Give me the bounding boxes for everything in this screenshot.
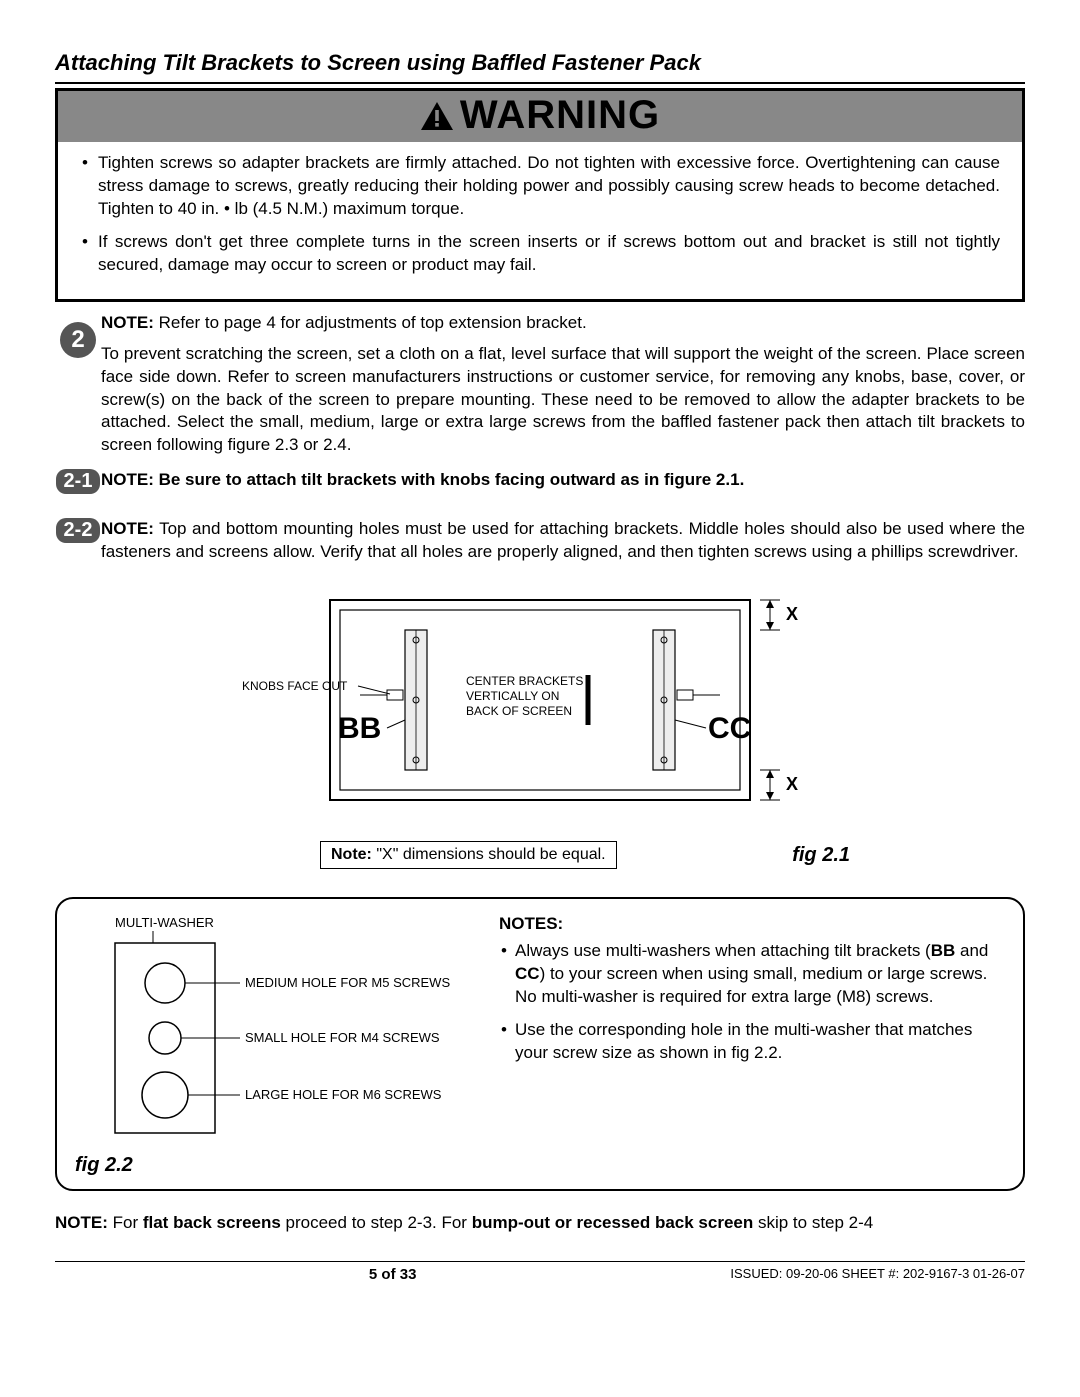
warning-label: WARNING [460,93,660,137]
note-label: NOTE: [101,519,154,538]
warning-item: If screws don't get three complete turns… [80,231,1000,277]
knobs-label: KNOBS FACE OUT [242,679,348,693]
step-2-2: 2-2 NOTE: Top and bottom mounting holes … [55,518,1025,572]
step-body: To prevent scratching the screen, set a … [101,343,1025,458]
t: and [955,941,988,960]
badge-lozenge: 2-2 [56,518,101,543]
note-label: NOTE: [101,313,154,332]
section-title: Attaching Tilt Brackets to Screen using … [55,50,1025,84]
step-badge: 2 [55,312,101,466]
step-2: 2 NOTE: Refer to page 4 for adjustments … [55,312,1025,466]
warning-body: Tighten screws so adapter brackets are f… [58,142,1022,299]
figure-2-1: KNOBS FACE OUT CENTER BRACKETS VERTICALL… [190,590,890,869]
svg-text:X: X [786,604,798,624]
fig21-note-box: Note: "X" dimensions should be equal. [320,841,617,869]
svg-text:LARGE HOLE FOR M6 SCREWS: LARGE HOLE FOR M6 SCREWS [245,1087,442,1102]
t: skip to step 2-4 [753,1213,873,1232]
fig-2-1-caption: fig 2.1 [792,844,850,867]
warning-box: WARNING Tighten screws so adapter bracke… [55,88,1025,302]
svg-text:BB: BB [338,712,381,745]
page-footer: 5 of 33 ISSUED: 09-20-06 SHEET #: 202-91… [55,1261,1025,1283]
fig22-right: NOTES: Always use multi-washers when att… [499,913,1005,1177]
step-2-2-text: Top and bottom mounting holes must be us… [101,519,1025,561]
note-text: Refer to page 4 for adjustments of top e… [154,313,587,332]
svg-text:MEDIUM HOLE FOR M5 SCREWS: MEDIUM HOLE FOR M5 SCREWS [245,975,450,990]
step-text: NOTE: Top and bottom mounting holes must… [101,518,1025,572]
fig-2-2-caption: fig 2.2 [75,1154,475,1177]
step-badge: 2-1 [55,469,101,500]
figure-2-2-panel: MULTI-WASHER MEDIUM HOLE FOR M5 SCREWS S… [55,897,1025,1191]
t: flat back screens [143,1213,281,1232]
svg-text:CENTER BRACKETS: CENTER BRACKETS [466,674,583,688]
t: NOTE: [55,1213,108,1232]
t: For [108,1213,143,1232]
step-2-1: 2-1 NOTE: Be sure to attach tilt bracket… [55,469,1025,500]
t: BB [931,941,956,960]
step-text: NOTE: Refer to page 4 for adjustments of… [101,312,1025,466]
step-text: NOTE: Be sure to attach tilt brackets wi… [101,469,1025,500]
fig22-notes-label: NOTES: [499,913,1005,936]
t: CC [515,964,540,983]
warning-item: Tighten screws so adapter brackets are f… [80,152,1000,221]
fig21-note-text: "X" dimensions should be equal. [372,846,606,863]
badge-lozenge: 2-1 [56,469,101,494]
warning-triangle-icon [420,101,454,136]
fig-2-2-svg: MULTI-WASHER MEDIUM HOLE FOR M5 SCREWS S… [75,913,475,1143]
badge-circle: 2 [60,322,96,358]
fig22-note-item: Use the corresponding hole in the multi-… [499,1019,1005,1065]
footer-page: 5 of 33 [369,1266,417,1283]
svg-text:MULTI-WASHER: MULTI-WASHER [115,915,214,930]
t: proceed to step 2-3. For [281,1213,472,1232]
t: ) to your screen when using small, mediu… [515,964,987,1006]
footer-issued: ISSUED: 09-20-06 SHEET #: 202-9167-3 01-… [730,1266,1025,1283]
step-2-1-text: NOTE: Be sure to attach tilt brackets wi… [101,469,1025,492]
fig22-note-item: Always use multi-washers when attaching … [499,940,1005,1009]
step-badge: 2-2 [55,518,101,572]
svg-text:BACK OF SCREEN: BACK OF SCREEN [466,704,572,718]
fig-2-1-svg: KNOBS FACE OUT CENTER BRACKETS VERTICALL… [190,590,890,830]
t: bump-out or recessed back screen [472,1213,754,1232]
bottom-note: NOTE: For flat back screens proceed to s… [55,1213,1025,1233]
svg-text:SMALL HOLE FOR M4 SCREWS: SMALL HOLE FOR M4 SCREWS [245,1030,440,1045]
t: Always use multi-washers when attaching … [515,941,931,960]
svg-text:CC: CC [708,712,751,745]
svg-text:VERTICALLY ON: VERTICALLY ON [466,689,559,703]
fig21-note-prefix: Note: [331,846,372,863]
svg-text:X: X [786,774,798,794]
fig22-left: MULTI-WASHER MEDIUM HOLE FOR M5 SCREWS S… [75,913,475,1177]
warning-header: WARNING [58,91,1022,142]
